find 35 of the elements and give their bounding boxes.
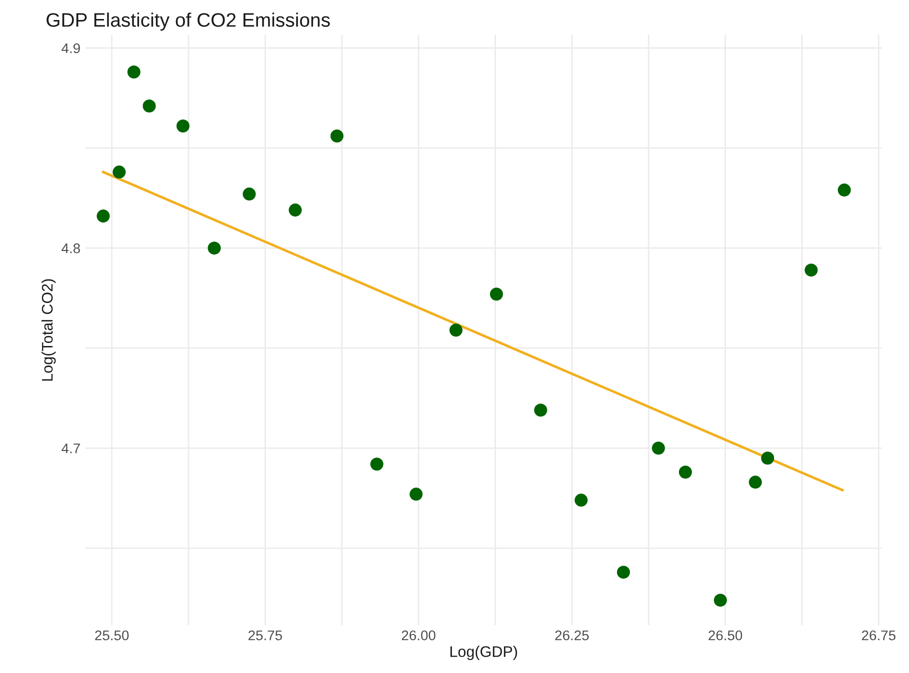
point <box>127 66 140 79</box>
y-tick-label: 4.7 <box>62 444 80 454</box>
point <box>804 264 818 277</box>
x-tick-label: 26.50 <box>708 630 742 640</box>
chart-title: GDP Elasticity of CO2 Emissions <box>46 12 330 31</box>
y-tick-label: 4.8 <box>62 243 80 254</box>
point <box>176 120 190 133</box>
point <box>748 476 762 489</box>
point <box>761 452 774 465</box>
point <box>410 488 423 501</box>
x-tick-label: 25.75 <box>248 630 282 640</box>
point <box>112 166 126 179</box>
point <box>714 594 727 607</box>
point <box>652 442 665 455</box>
point <box>574 494 588 507</box>
point <box>534 404 548 417</box>
point <box>242 188 256 201</box>
x-tick-label: 25.50 <box>95 630 129 640</box>
point <box>678 466 692 479</box>
x-tick-label: 26.25 <box>555 630 589 640</box>
point <box>288 204 302 217</box>
x-axis-title: Log(GDP) <box>450 646 518 660</box>
point <box>616 566 630 579</box>
point <box>490 288 503 301</box>
point <box>370 458 384 471</box>
point <box>96 210 110 223</box>
x-tick-label: 26.00 <box>402 630 436 640</box>
point <box>838 184 851 197</box>
y-tick-label: 4.9 <box>62 43 80 54</box>
point <box>208 242 221 255</box>
point <box>330 130 344 143</box>
x-tick-label: 26.75 <box>862 630 896 640</box>
y-axis-title: Log(Total CO2) <box>41 279 56 381</box>
point <box>142 100 156 113</box>
point <box>449 324 462 337</box>
